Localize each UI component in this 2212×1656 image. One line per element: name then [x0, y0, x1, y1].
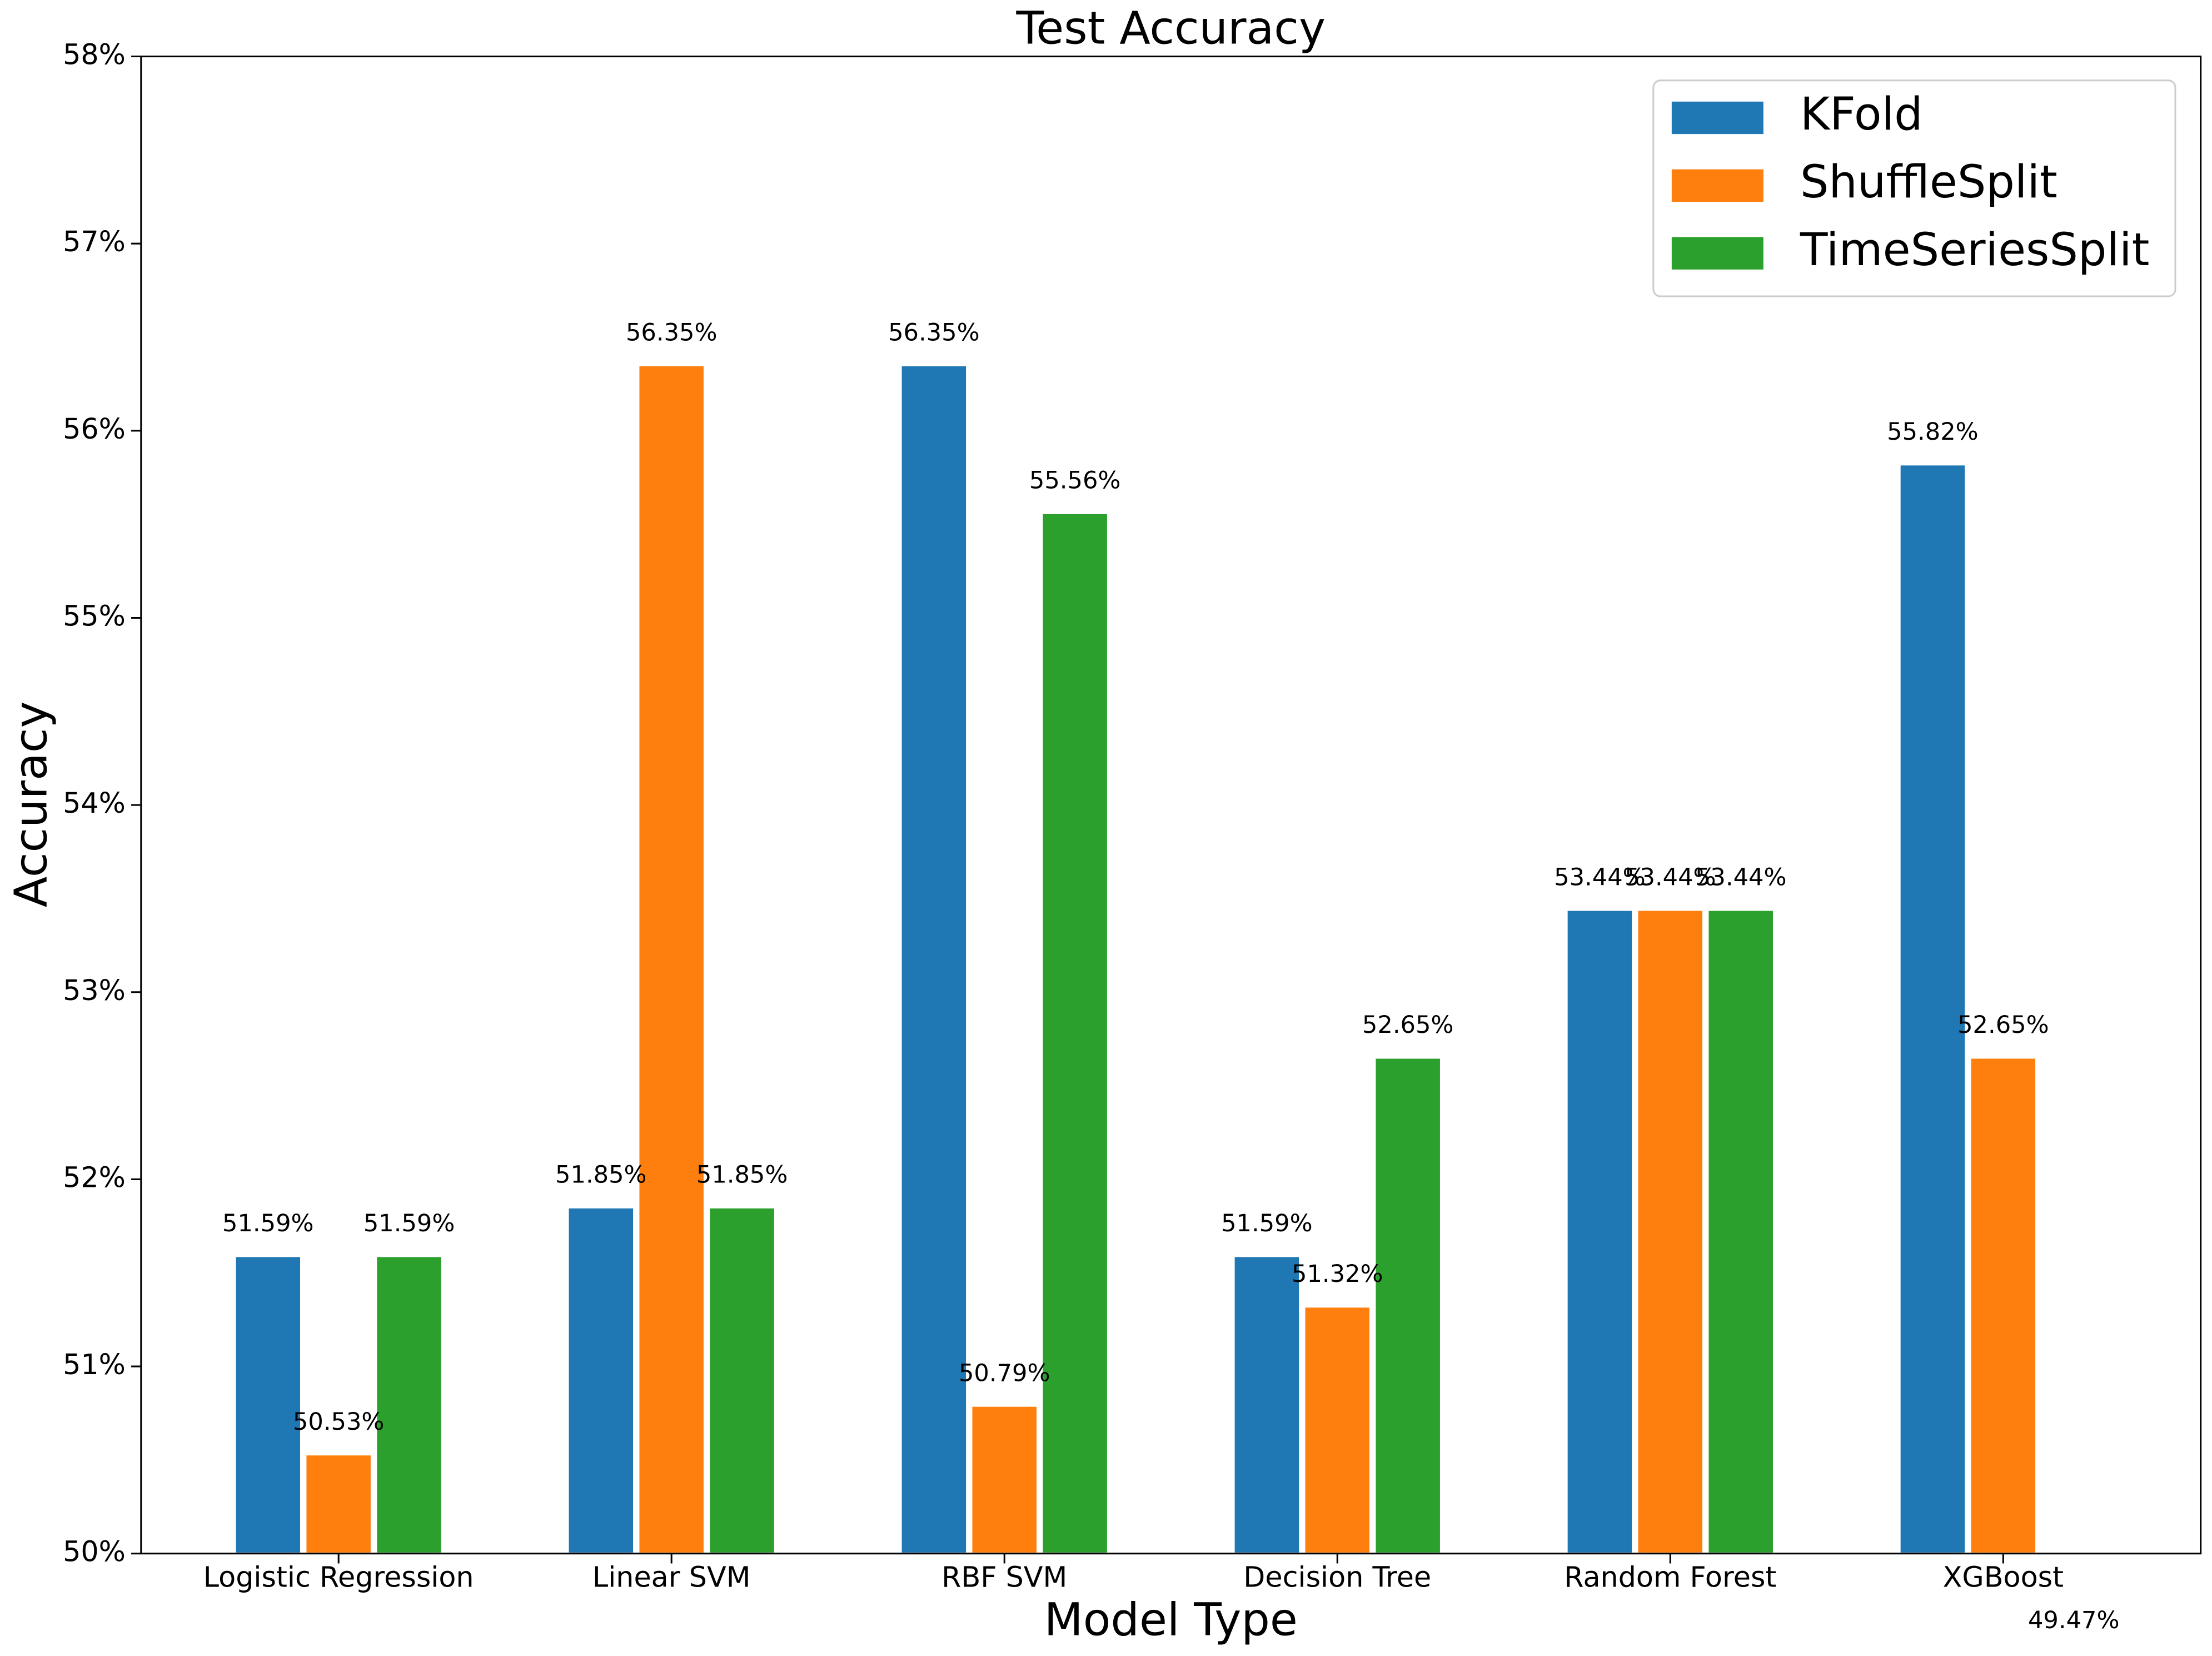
chart-title: Test Accuracy: [1015, 2, 1326, 54]
y-tick-label: 54%: [63, 787, 126, 819]
bar: [708, 1206, 776, 1554]
x-axis-label: Model Type: [1044, 1594, 1298, 1647]
bar: [899, 364, 968, 1554]
y-tick-label: 50%: [63, 1535, 126, 1568]
bar: [1636, 908, 1705, 1554]
data-label: 53.44%: [1554, 863, 1645, 891]
overlay: 50% 51% 52% 53% 54% 55% 56% 57% 58% Logistic Regr…: [63, 38, 2202, 1634]
data-label: 53.44%: [1625, 863, 1716, 891]
bars: [233, 364, 2108, 1554]
x-tick-label: Logistic Regression: [203, 1560, 474, 1593]
bar: [1565, 908, 1634, 1554]
bar: [1898, 463, 1967, 1554]
bar: [233, 1255, 302, 1554]
plot-frame: [140, 56, 2202, 1555]
bar: [304, 1453, 373, 1554]
legend-box: [1652, 79, 2176, 297]
data-label: 55.56%: [1029, 467, 1120, 495]
x-tick-label: RBF SVM: [941, 1560, 1067, 1593]
data-label: 50.79%: [959, 1359, 1050, 1387]
bar: [1040, 512, 1109, 1554]
legend-swatch: [1671, 169, 1763, 202]
y-tick-label: 53%: [63, 974, 126, 1007]
data-label: 56.35%: [888, 319, 979, 347]
y-tick-label: 56%: [63, 412, 126, 445]
data-label: 51.59%: [363, 1210, 455, 1237]
data-label: 55.82%: [1887, 418, 1978, 446]
y-axis-label: Accuracy: [5, 701, 57, 907]
x-tick-label: Linear SVM: [592, 1560, 751, 1593]
legend-swatch: [1671, 101, 1763, 135]
y-tick-label: 52%: [63, 1161, 126, 1193]
legend-swatch: [1671, 237, 1763, 270]
data-label: 52.65%: [1957, 1011, 2049, 1039]
data-label: 51.85%: [696, 1161, 788, 1189]
x-tick-label: Random Forest: [1564, 1560, 1776, 1593]
x-tick-label: XGBoost: [1943, 1560, 2064, 1593]
data-label: 53.44%: [1695, 863, 1786, 891]
legend-label: KFold: [1800, 88, 1923, 141]
bar: [1303, 1305, 1372, 1554]
bar: [1706, 908, 1775, 1554]
bar: [566, 1206, 635, 1554]
y-tick-label: 57%: [63, 225, 126, 258]
data-label: 56.35%: [626, 319, 717, 347]
data-label: 49.47%: [2028, 1607, 2119, 1634]
legend-label: TimeSeriesSplit: [1800, 224, 2150, 276]
legend-label: ShuffleSplit: [1800, 156, 2057, 208]
x-tick-label: Decision Tree: [1243, 1560, 1431, 1593]
bar: [1373, 1056, 1442, 1554]
data-label: 52.65%: [1362, 1011, 1453, 1039]
y-tick-label: 58%: [63, 38, 126, 71]
bar: [375, 1255, 444, 1554]
y-tick-label: 51%: [63, 1348, 126, 1381]
data-label: 51.59%: [222, 1210, 313, 1237]
data-label: 51.59%: [1221, 1210, 1312, 1237]
bar: [970, 1404, 1039, 1554]
bar: [1969, 1056, 2037, 1554]
y-tick-label: 55%: [63, 599, 126, 632]
bar: [637, 364, 706, 1554]
data-label: 51.32%: [1292, 1260, 1383, 1288]
bar: [1232, 1255, 1301, 1554]
data-label: 51.85%: [555, 1161, 646, 1189]
data-label: 50.53%: [293, 1408, 384, 1436]
